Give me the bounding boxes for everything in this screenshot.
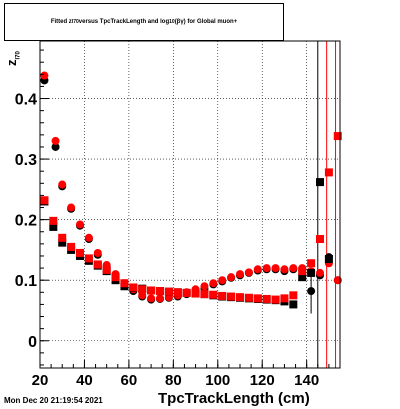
data-point [58,233,67,242]
data-markers [40,71,342,314]
data-point [120,279,129,288]
data-point [280,265,289,274]
y-axis-label: zI70 [4,51,22,66]
data-point [200,282,209,291]
data-point [218,276,227,285]
data-point [307,268,316,277]
data-point [253,265,262,274]
data-point [173,288,182,297]
data-point [40,196,49,205]
data-point [333,276,342,285]
data-point [253,294,262,303]
data-point [111,273,120,282]
data-point [147,294,156,303]
data-point [307,287,316,296]
data-point [244,293,253,302]
y-axis-label-main: z [4,59,19,67]
chart-title: Fitted z I70 versus TpcTrackLength and lo… [4,3,284,41]
title-post: (βγ) for Global muon+ [174,19,238,25]
data-point [76,248,84,257]
data-point [58,180,67,189]
data-point [138,291,147,300]
data-point [156,287,164,296]
data-point [236,270,244,279]
data-point [262,264,271,273]
data-point [84,233,93,242]
y-axis-label-sub: I70 [15,51,22,60]
data-point [67,203,76,212]
data-point [271,264,280,273]
data-point [147,286,156,295]
timestamp: Mon Dec 20 21:19:54 2021 [4,396,103,405]
data-point [209,290,218,299]
axis-ticks: 20 40 60 80 100 120 140 0 0.1 0.2 0.3 0.4 [15,49,341,389]
data-point [93,260,102,269]
data-point [289,264,298,273]
data-point [84,254,93,263]
title-sub1: I70 [71,19,79,25]
title-sub2: 10 [169,19,175,25]
x-tick-label: 120 [250,372,275,389]
data-point [298,273,307,282]
x-tick-label: 60 [121,372,138,389]
data-point [333,132,342,141]
data-point [49,222,58,231]
data-point [289,291,298,300]
x-tick-label: 80 [165,372,182,389]
data-point [236,293,244,302]
y-tick-label: 0 [28,334,37,351]
title-mid: versus TpcTrackLength and log [78,19,170,25]
data-point [67,242,76,251]
data-point [200,290,209,299]
data-point [316,178,324,187]
data-point [40,71,49,80]
plot-frame [39,40,341,369]
data-point [324,255,333,263]
data-point [49,216,58,225]
data-point [58,238,67,247]
data-point [156,294,164,303]
data-point [316,268,324,277]
y-tick-label: 0.2 [15,213,37,230]
data-point [138,285,147,294]
vertical-lines [317,41,337,368]
data-point [164,287,173,296]
data-point [102,265,111,274]
data-point [316,235,324,244]
data-point [262,294,271,303]
data-point [280,294,289,303]
x-tick-label: 140 [294,372,319,389]
grid [39,41,340,368]
data-point [93,248,102,257]
x-axis-label: TpcTrackLength (cm) [158,390,310,407]
data-point [182,288,191,297]
data-point [244,268,253,277]
x-tick-label: 40 [76,372,93,389]
y-tick-label: 0.1 [15,273,37,290]
y-tick-label: 0.3 [15,152,37,169]
data-point [209,279,218,288]
data-point [51,136,60,145]
data-point [76,220,84,229]
data-point [307,259,316,268]
data-point [324,168,333,177]
title-pre: Fitted z [50,19,72,25]
data-point [191,289,200,298]
data-point [51,142,60,151]
data-point [129,283,138,292]
x-tick-label: 20 [32,372,49,389]
data-point [227,292,236,301]
data-point [298,267,307,276]
data-point [289,300,298,309]
data-point [227,273,236,282]
data-point [218,291,227,300]
data-point [271,295,280,304]
y-tick-label: 0.4 [15,92,37,109]
x-tick-label: 100 [205,372,230,389]
